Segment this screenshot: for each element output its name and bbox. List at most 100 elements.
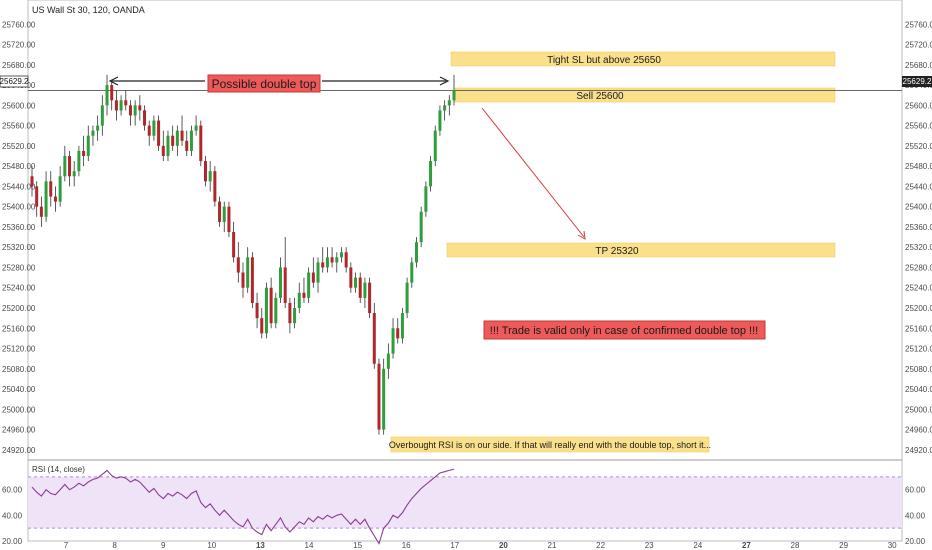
price-tick-right: 25480.00 (905, 162, 932, 171)
candle-body (443, 105, 447, 111)
candle-body (68, 156, 72, 177)
candle-body (185, 140, 189, 151)
double-top-arrow-left-head (108, 76, 119, 86)
candle-body (77, 150, 81, 172)
candle-body (410, 262, 414, 283)
candle-body (166, 135, 170, 156)
time-tick: 21 (548, 541, 557, 550)
candle-body (124, 100, 128, 106)
time-tick: 8 (112, 541, 117, 550)
candle-body (391, 328, 395, 354)
candle-body (157, 120, 161, 146)
candle-body (438, 110, 442, 131)
price-tick-left: 25400.00 (2, 203, 36, 212)
last-price-left: 25629.2 (0, 77, 29, 86)
candle-body (119, 100, 123, 111)
candle-body (203, 161, 207, 182)
candle-body (330, 257, 334, 263)
price-tick-left: 25760.00 (2, 20, 36, 29)
chart-title: US Wall St 30, 120, OANDA (32, 5, 145, 15)
price-tick-right: 25360.00 (905, 223, 932, 232)
candle-body (452, 90, 456, 101)
price-tick-left: 25600.00 (2, 101, 36, 110)
price-tick-left: 25720.00 (2, 41, 36, 50)
candle-body (293, 308, 297, 324)
candle-body (447, 100, 451, 106)
candle-body (358, 277, 362, 298)
candle-body (199, 125, 203, 162)
rsi-tick-right: 20.00 (905, 537, 926, 546)
candle-body (424, 186, 428, 212)
take-profit-box (446, 242, 836, 258)
price-tick-left: 25680.00 (2, 61, 36, 70)
candle-body (213, 171, 217, 202)
price-tick-left: 25560.00 (2, 122, 36, 131)
time-tick: 13 (256, 541, 265, 550)
price-tick-right: 25520.00 (905, 142, 932, 151)
last-price-badge-left (0, 75, 29, 88)
candle-body (128, 105, 132, 116)
candle-body (400, 313, 404, 339)
rsi-note-box (390, 436, 710, 453)
candle-body (419, 211, 423, 243)
candle-body (250, 257, 254, 303)
price-tick-left: 25440.00 (2, 182, 36, 191)
candle-body (429, 161, 433, 187)
rsi-title: RSI (14, close) (32, 465, 85, 474)
double-top-label: Possible double top (212, 77, 317, 91)
candlestick-series (30, 74, 456, 435)
price-tick-left: 24920.00 (2, 446, 36, 455)
double-top-arrow-right-head (439, 76, 450, 86)
time-tick: 17 (450, 541, 459, 550)
price-tick-left: 25240.00 (2, 284, 36, 293)
candle-body (405, 282, 409, 314)
candle-body (269, 287, 273, 324)
candle-body (386, 353, 390, 369)
candle-body (335, 257, 339, 263)
candle-body (110, 85, 114, 101)
candle-body (297, 292, 301, 308)
stop-loss-label: Tight SL but above 25650 (547, 55, 661, 66)
candle-body (344, 252, 348, 268)
candle-body (368, 282, 372, 314)
price-tick-left: 25280.00 (2, 263, 36, 272)
candle-body (175, 130, 179, 146)
price-tick-right: 25400.00 (905, 203, 932, 212)
candle-body (274, 297, 278, 324)
last-price-right: 25629.2 (903, 77, 932, 86)
candle-body (91, 130, 95, 136)
price-tick-right: 25080.00 (905, 365, 932, 374)
candle-body (96, 125, 100, 131)
candle-body (339, 252, 343, 258)
rsi-tick-right: 40.00 (905, 511, 926, 520)
candle-body (72, 171, 76, 177)
time-tick: 15 (353, 541, 362, 550)
sell-label: Sell 25600 (576, 91, 624, 102)
price-tick-right: 25120.00 (905, 345, 932, 354)
price-tick-right: 25320.00 (905, 243, 932, 252)
time-tick: 24 (693, 541, 702, 550)
price-tick-right: 25760.00 (905, 20, 932, 29)
validity-label-box (483, 320, 766, 340)
candle-body (232, 232, 236, 258)
candle-body (194, 125, 198, 131)
candle-body (260, 318, 264, 334)
time-tick: 14 (305, 541, 314, 550)
candle-body (255, 302, 259, 319)
candle-body (246, 257, 250, 288)
rsi-tick-left: 20.00 (2, 537, 23, 546)
candle-body (44, 181, 48, 217)
candle-body (377, 363, 381, 430)
price-tick-left: 25160.00 (2, 324, 36, 333)
price-tick-left: 24960.00 (2, 426, 36, 435)
candle-body (180, 130, 184, 141)
candle-body (241, 272, 245, 288)
candle-body (264, 287, 268, 334)
validity-label: !!! Trade is valid only in case of confi… (490, 325, 758, 337)
time-tick: 30 (888, 541, 897, 550)
price-tick-right: 25720.00 (905, 41, 932, 50)
candle-body (227, 206, 231, 232)
time-tick: 9 (161, 541, 166, 550)
price-tick-right: 24920.00 (905, 446, 932, 455)
